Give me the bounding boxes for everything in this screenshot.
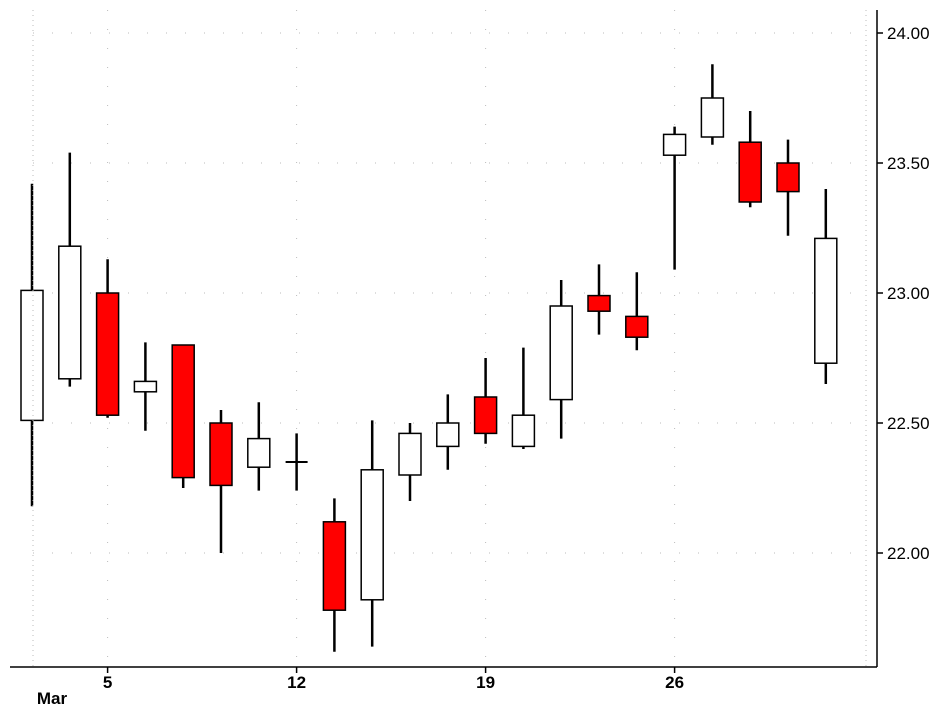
candle-body-11 — [436, 422, 460, 448]
candle-body-4 — [171, 344, 195, 479]
candle-4 — [171, 344, 195, 488]
candle-body-19 — [738, 141, 762, 203]
candle-body-9 — [360, 469, 384, 601]
candle-body-17 — [662, 133, 687, 156]
candle-13 — [511, 347, 536, 449]
candle-body-21 — [814, 237, 838, 364]
candle-body-0 — [20, 289, 44, 422]
candle-5 — [209, 410, 233, 553]
candle-body-16 — [625, 315, 649, 338]
x-month-label: Mar — [37, 689, 68, 707]
candle-16 — [625, 272, 649, 351]
candle-11 — [436, 394, 460, 470]
candle-body-18 — [700, 97, 725, 138]
candle-2 — [95, 259, 120, 418]
candle-17 — [662, 126, 687, 270]
candle-10 — [398, 423, 422, 501]
x-tick-label-3: 26 — [665, 673, 684, 692]
candles — [20, 64, 838, 652]
candle-21 — [814, 189, 838, 384]
x-axis-ticks: 5 12 19 26 Mar — [37, 667, 684, 707]
candle-body-3 — [133, 380, 158, 393]
candle-3 — [133, 342, 158, 431]
candle-body-8 — [322, 521, 347, 611]
candle-body-12 — [473, 396, 498, 435]
candle-body-2 — [95, 292, 120, 416]
x-tick-label-1: 12 — [287, 673, 306, 692]
candle-body-5 — [209, 422, 233, 487]
y-axis-ticks: 24.00 23.50 23.00 22.50 22.00 — [877, 24, 930, 563]
candle-body-20 — [776, 162, 800, 193]
candle-body-14 — [549, 305, 573, 401]
candle-6 — [247, 402, 271, 491]
candle-body-10 — [398, 432, 422, 476]
y-tick-label-3: 22.50 — [887, 414, 930, 433]
candle-8 — [322, 498, 347, 652]
candle-body-15 — [587, 294, 611, 312]
candle-18 — [700, 64, 725, 145]
candle-20 — [776, 139, 800, 236]
candle-body-1 — [58, 245, 82, 380]
candle-0 — [20, 183, 44, 507]
x-tick-label-0: 5 — [103, 673, 112, 692]
candle-15 — [587, 264, 611, 335]
candle-7 — [285, 433, 308, 491]
candle-12 — [473, 358, 498, 444]
y-tick-label-2: 23.00 — [887, 284, 930, 303]
y-tick-label-4: 22.00 — [887, 544, 930, 563]
candle-14 — [549, 280, 573, 439]
y-tick-label-1: 23.50 — [887, 154, 930, 173]
candle-body-6 — [247, 437, 271, 468]
x-tick-label-2: 19 — [476, 673, 495, 692]
candle-1 — [58, 152, 82, 387]
candle-19 — [738, 111, 762, 208]
candle-9 — [360, 420, 384, 647]
candle-body-13 — [511, 414, 536, 448]
y-tick-label-0: 24.00 — [887, 24, 930, 43]
